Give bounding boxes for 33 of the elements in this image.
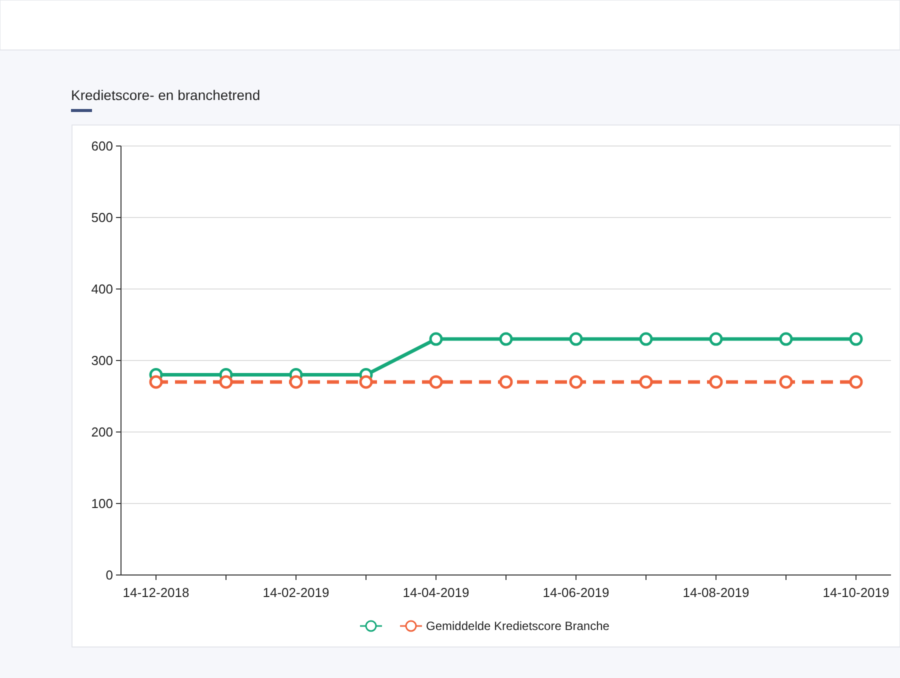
legend-label: Gemiddelde Kredietscore Branche	[426, 619, 610, 634]
point	[849, 332, 863, 346]
point	[569, 375, 583, 389]
point	[779, 375, 793, 389]
point	[779, 332, 793, 346]
point	[639, 375, 653, 389]
point	[569, 332, 583, 346]
point	[709, 375, 723, 389]
y-tick-label: 600	[91, 138, 113, 154]
chart-title: Kredietscore- en branchetrend	[71, 87, 260, 103]
y-tick-label: 100	[91, 496, 113, 512]
point	[149, 375, 163, 389]
y-tick-label: 500	[91, 210, 113, 226]
x-tick-label: 14-10-2019	[822, 585, 890, 600]
x-tick-label: 14-06-2019	[542, 585, 610, 600]
point	[499, 375, 513, 389]
y-tick-label: 400	[91, 282, 113, 297]
x-tick-label: 14-02-2019	[262, 585, 330, 600]
point	[429, 332, 443, 346]
point	[849, 375, 863, 389]
y-tick-label: 0	[106, 568, 113, 583]
x-tick-label: 14-12-2018	[122, 585, 190, 600]
point	[499, 332, 513, 346]
point	[709, 332, 723, 346]
x-tick-label: 14-04-2019	[402, 585, 470, 600]
y-tick-label: 300	[91, 353, 113, 368]
point	[219, 375, 233, 389]
point	[289, 375, 303, 389]
point	[639, 332, 653, 346]
point	[429, 375, 443, 389]
y-tick-label: 200	[91, 424, 113, 440]
point	[359, 375, 373, 389]
x-tick-label: 14-08-2019	[682, 585, 750, 600]
